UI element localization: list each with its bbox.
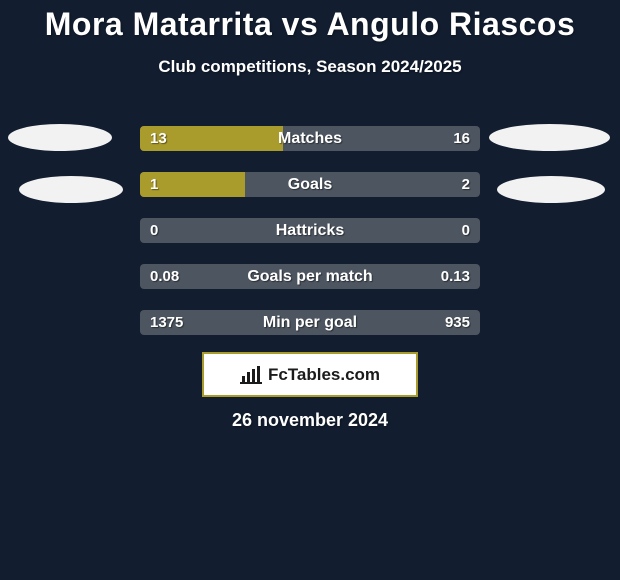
stat-bar: 12Goals xyxy=(140,172,480,197)
avatar xyxy=(497,176,605,203)
date-label: 26 november 2024 xyxy=(0,410,620,431)
stat-bar: 0.080.13Goals per match xyxy=(140,264,480,289)
bar-label: Min per goal xyxy=(140,310,480,335)
comparison-card: Mora Matarrita vs Angulo Riascos Club co… xyxy=(0,0,620,580)
bar-label: Matches xyxy=(140,126,480,151)
stat-bar: 00Hattricks xyxy=(140,218,480,243)
page-title: Mora Matarrita vs Angulo Riascos xyxy=(0,0,620,43)
avatar xyxy=(8,124,112,151)
attribution-box: FcTables.com xyxy=(202,352,418,397)
avatar xyxy=(19,176,123,203)
bar-label: Hattricks xyxy=(140,218,480,243)
bars-zone: 1316Matches 12Goals 00Hattricks 0.080.13Goa… xyxy=(140,126,480,356)
bar-label: Goals xyxy=(140,172,480,197)
avatar xyxy=(489,124,610,151)
subtitle: Club competitions, Season 2024/2025 xyxy=(0,57,620,77)
stat-bar: 1316Matches xyxy=(140,126,480,151)
attribution-text: FcTables.com xyxy=(268,365,380,385)
bar-label: Goals per match xyxy=(140,264,480,289)
stat-bar: 1375935Min per goal xyxy=(140,310,480,335)
bar-chart-icon xyxy=(240,366,262,384)
